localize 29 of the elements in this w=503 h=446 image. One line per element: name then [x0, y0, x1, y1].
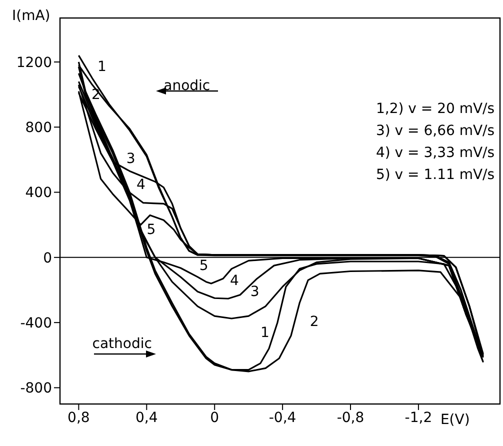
annotation: 1	[97, 59, 106, 76]
annotation: 4	[136, 176, 146, 193]
annotation: 3) v = 6,66 mV/s	[376, 123, 495, 140]
annotation: anodic	[164, 78, 210, 94]
x-tick-label: -0,4	[268, 410, 296, 426]
annotation: 3	[250, 284, 260, 300]
annotation: 5) v = 1.11 mV/s	[376, 167, 495, 184]
x-axis-title: E(V)	[440, 412, 470, 428]
x-tick-label: -1,2	[404, 410, 432, 426]
y-axis-title: I(mA)	[12, 8, 50, 24]
annotation: 4	[230, 272, 239, 289]
y-tick-label: 0	[43, 250, 52, 266]
y-tick-label: 400	[25, 185, 52, 202]
annotation: cathodic	[92, 336, 152, 352]
annotation: 1	[260, 324, 270, 341]
annotation: 5	[199, 258, 208, 274]
x-tick-label: -0,8	[336, 410, 364, 426]
x-tick-label: 0,8	[68, 410, 90, 426]
annotation: 3	[126, 150, 136, 167]
x-tick-label: 0,4	[136, 410, 158, 426]
annotation: 4) v = 3,33 mV/s	[376, 145, 495, 162]
annotation: 5	[146, 222, 156, 238]
y-tick-label: -400	[20, 316, 52, 332]
y-tick-label: 800	[25, 120, 52, 136]
y-tick-label: -800	[20, 380, 52, 397]
y-tick-label: 1200	[16, 54, 52, 71]
annotation: 1,2) v = 20 mV/s	[376, 101, 495, 118]
annotation: 2	[310, 314, 319, 330]
x-tick-label: 0	[210, 410, 220, 426]
